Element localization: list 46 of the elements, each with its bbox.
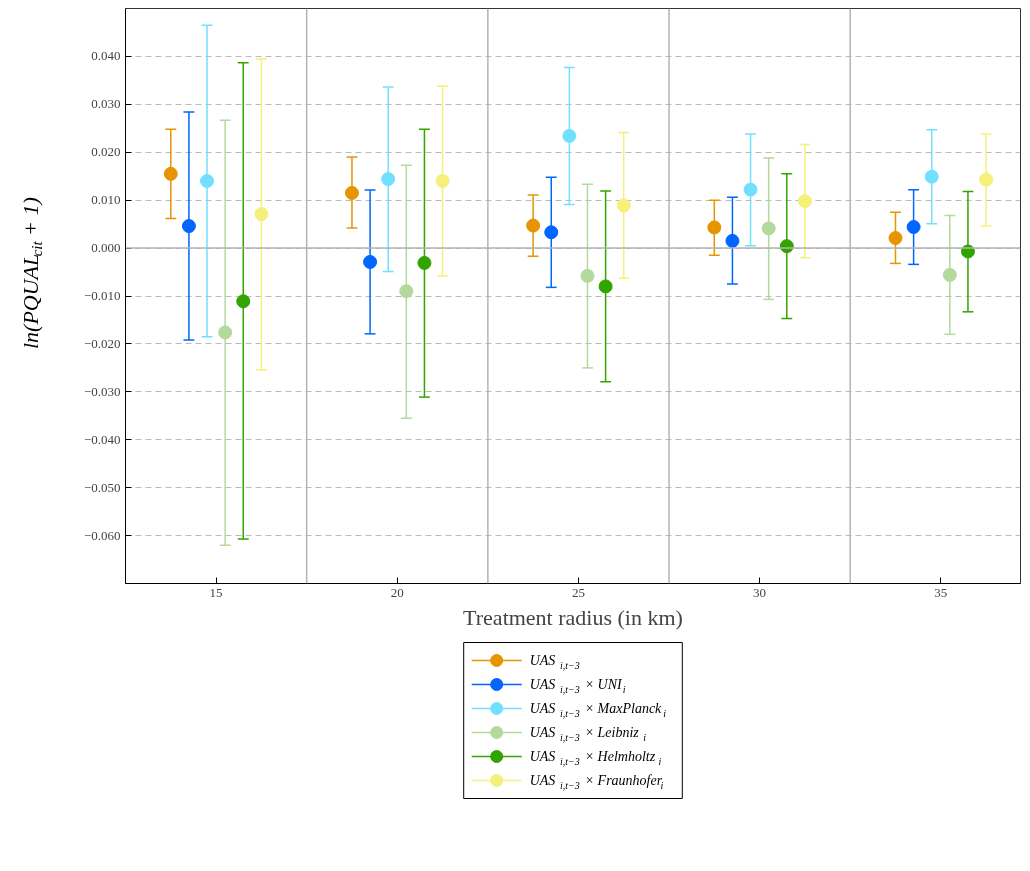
point [236, 294, 251, 309]
point [888, 231, 903, 246]
point [562, 128, 577, 143]
point [344, 185, 359, 200]
x-axis-title: Treatment radius (in km) [463, 604, 683, 630]
y-tick-label: 0.000 [91, 240, 121, 256]
y-tick-label: −0.030 [83, 383, 121, 399]
y-tick-label: 0.020 [91, 144, 121, 160]
y-axis-title: ln(PQUALcit + 1) [18, 197, 45, 350]
point [924, 169, 939, 184]
point [544, 225, 559, 240]
y-tick-label: −0.040 [83, 431, 121, 447]
point [399, 284, 414, 299]
point [381, 172, 396, 187]
y-tick-label: −0.060 [83, 527, 121, 543]
x-tick-label: 20 [390, 584, 404, 600]
point [163, 166, 178, 181]
point [725, 233, 740, 248]
x-tick-label: 15 [209, 584, 223, 600]
point [906, 220, 921, 234]
point [761, 221, 776, 236]
point [616, 198, 631, 213]
point [218, 325, 233, 340]
point [435, 174, 450, 188]
point [181, 219, 196, 234]
point [942, 267, 957, 282]
point [580, 268, 595, 283]
x-tick-label: 30 [753, 584, 767, 600]
point [797, 194, 812, 209]
point [979, 172, 994, 187]
y-tick-label: −0.020 [83, 335, 121, 351]
y-tick-label: −0.050 [83, 479, 121, 495]
x-tick-label: 35 [934, 584, 948, 600]
x-tick-label: 25 [571, 584, 585, 600]
point [200, 174, 215, 188]
point [526, 218, 541, 233]
point [254, 207, 269, 222]
point [707, 220, 722, 235]
point [598, 279, 613, 294]
y-tick-label: 0.040 [91, 48, 121, 64]
y-tick-label: 0.030 [91, 96, 121, 112]
y-tick-label: 0.010 [91, 192, 121, 208]
point [363, 254, 378, 269]
point [417, 255, 432, 270]
y-tick-label: −0.010 [83, 288, 121, 303]
point [743, 182, 758, 197]
